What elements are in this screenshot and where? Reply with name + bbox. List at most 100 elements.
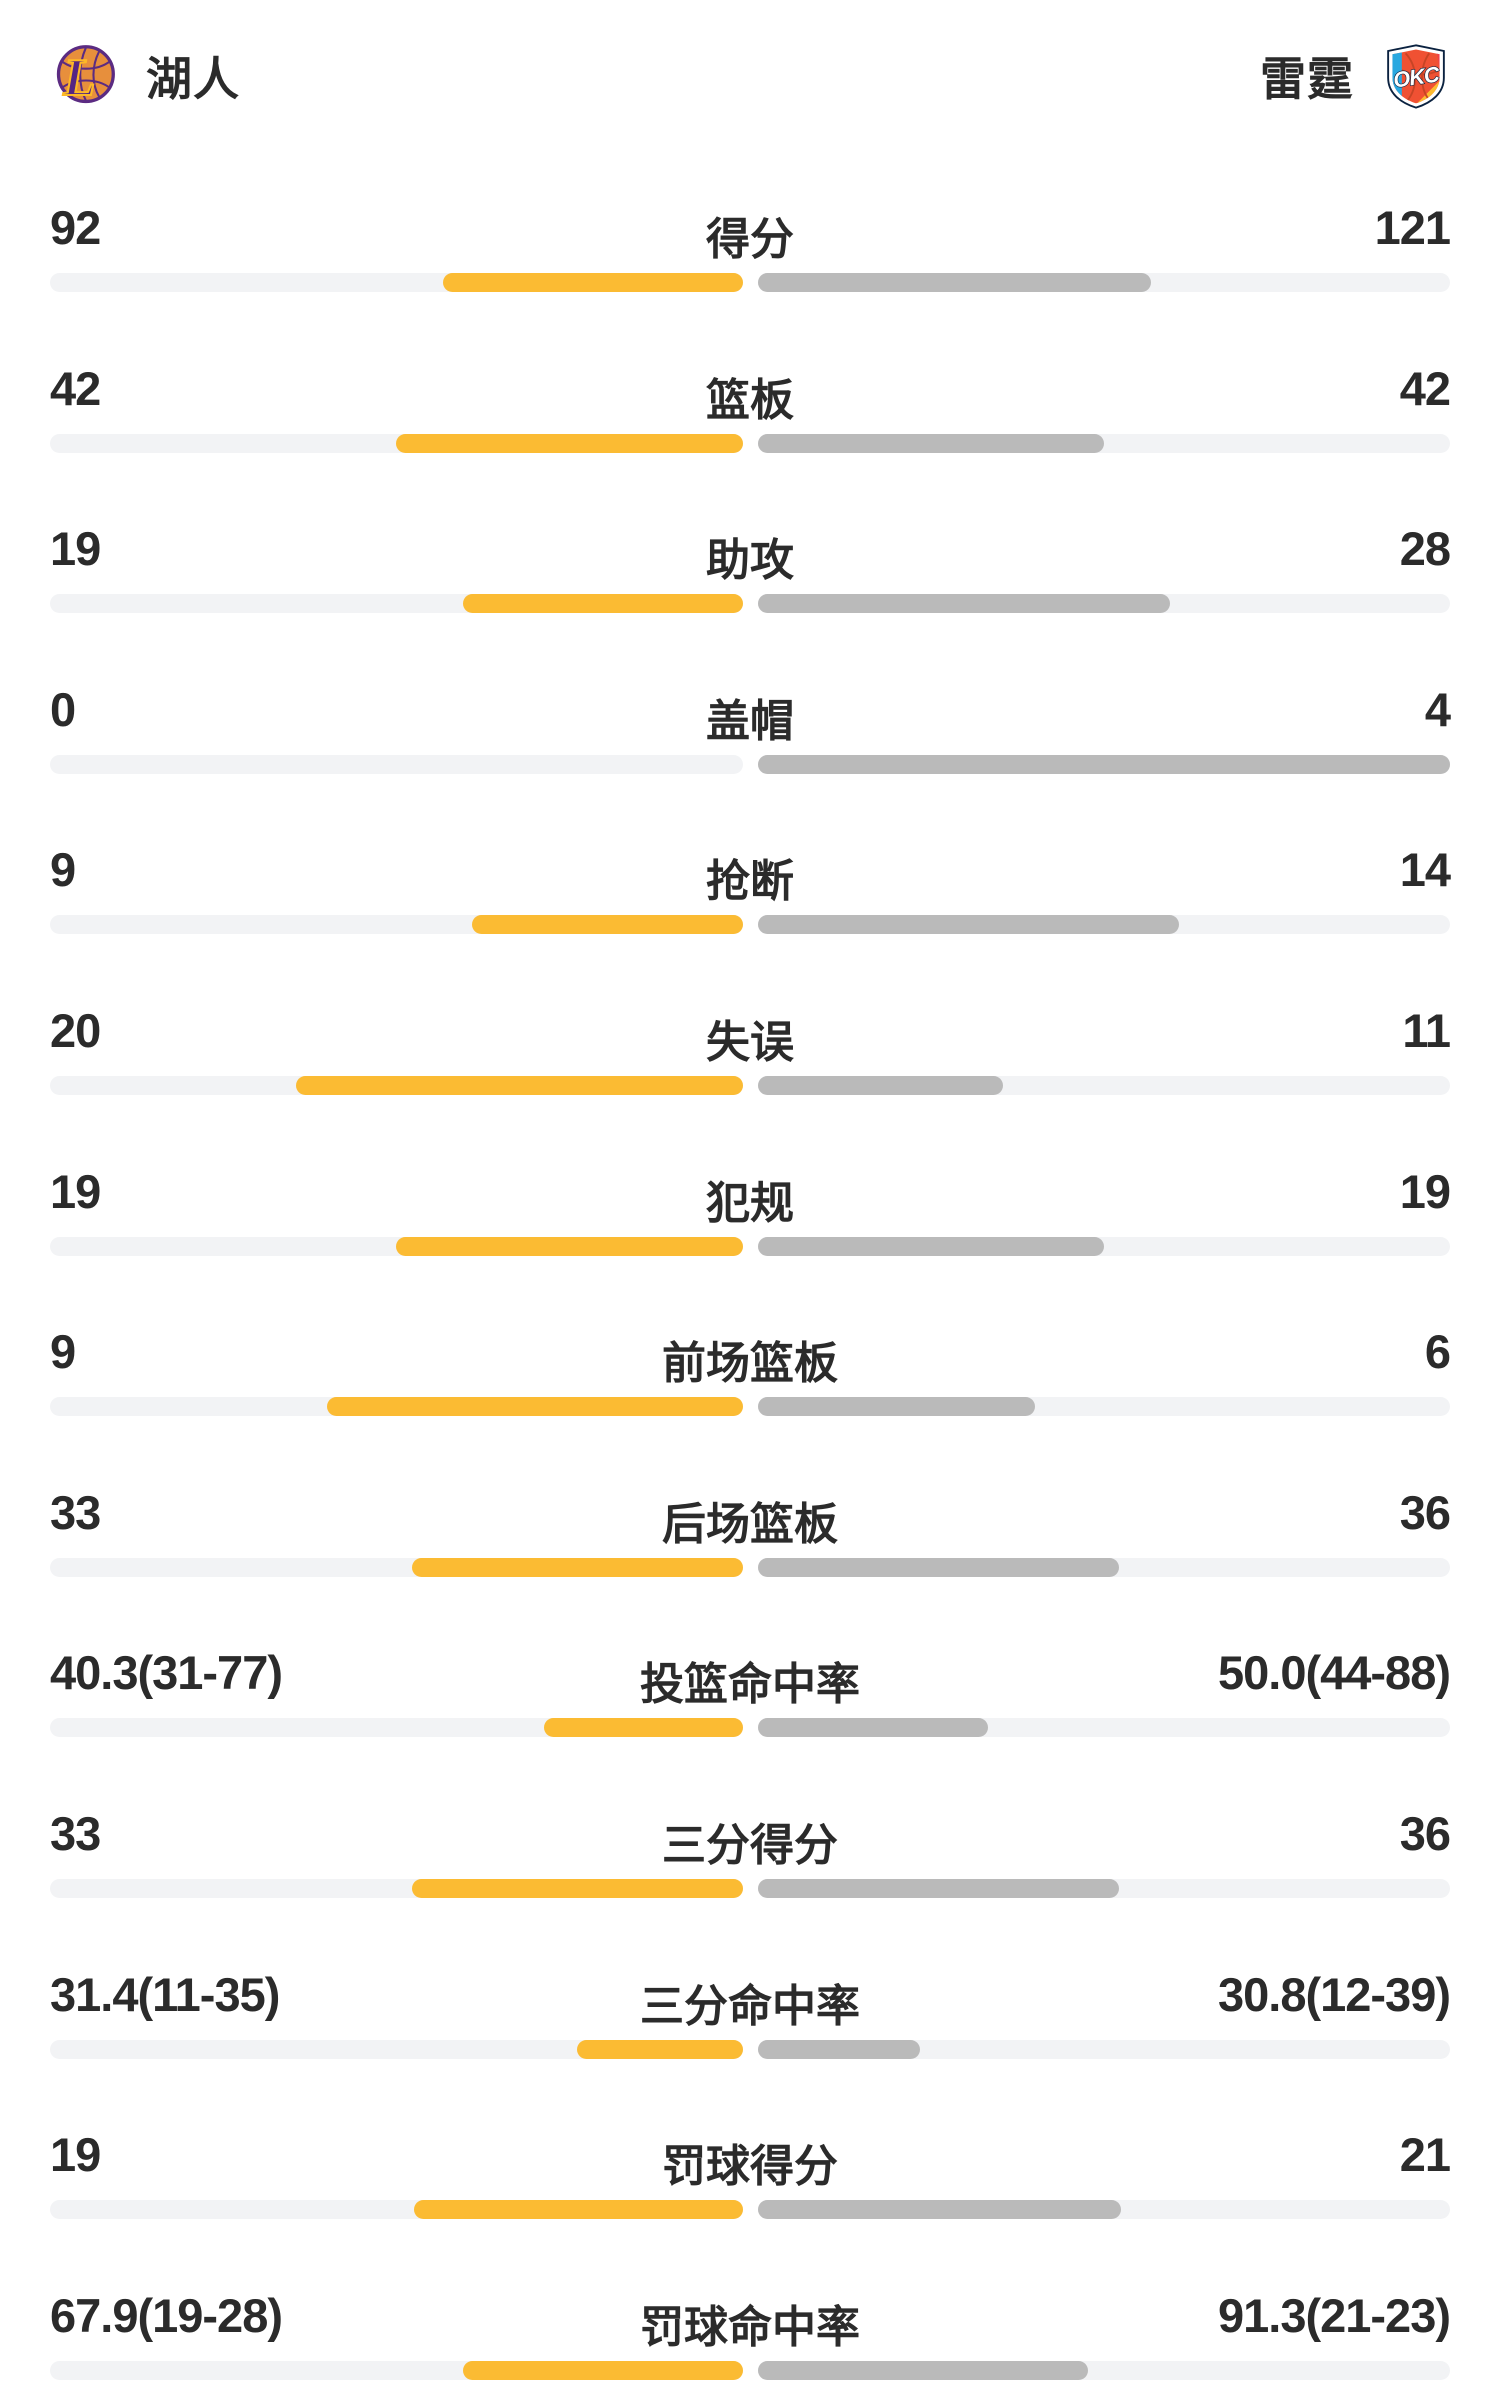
stat-label: 前场篮板 (662, 1339, 838, 1389)
stat-label: 犯规 (706, 1178, 794, 1228)
away-bar-fill (757, 2360, 1088, 2380)
home-bar-track (50, 1397, 743, 1417)
home-team-name: 湖人 (146, 53, 240, 105)
stat-label: 罚球得分 (662, 2142, 838, 2192)
stat-values: 33 后场篮板 36 (50, 1485, 1451, 1549)
away-bar-fill (757, 1075, 1004, 1095)
stats-list: 92 得分 121 42 篮板 42 (50, 200, 1451, 2400)
stat-row: 19 犯规 19 (50, 1164, 1451, 1325)
stat-row: 31.4(11-35) 三分命中率 30.8(12-39) (50, 1967, 1451, 2128)
stat-row: 92 得分 121 (50, 200, 1451, 361)
stat-row: 0 盖帽 4 (50, 682, 1451, 843)
home-bar-track (50, 1075, 743, 1095)
away-bar-track (757, 1397, 1450, 1417)
stat-row: 20 失误 11 (50, 1003, 1451, 1164)
stat-values: 19 犯规 19 (50, 1164, 1451, 1228)
stat-values: 19 罚球得分 21 (50, 2127, 1451, 2191)
stat-label: 罚球命中率 (640, 2302, 860, 2352)
away-bar-track (757, 433, 1450, 453)
stat-label: 三分命中率 (640, 1981, 860, 2031)
stat-label: 抢断 (706, 857, 794, 907)
stat-row: 9 前场篮板 6 (50, 1324, 1451, 1485)
away-value: 14 (1399, 843, 1451, 897)
stat-values: 31.4(11-35) 三分命中率 30.8(12-39) (50, 1967, 1451, 2031)
stat-bar (50, 433, 1450, 453)
away-bar-track (757, 2360, 1450, 2380)
home-value: 33 (50, 1485, 101, 1539)
home-value: 40.3(31-77) (50, 1646, 283, 1700)
home-bar-fill (462, 594, 743, 614)
away-value: 91.3(21-23) (1218, 2288, 1451, 2342)
away-bar-fill (757, 1878, 1119, 1898)
away-bar-track (757, 2200, 1450, 2220)
away-bar-track (757, 1075, 1450, 1095)
stat-bar (50, 273, 1450, 292)
away-bar-fill (757, 1397, 1035, 1417)
away-value: 36 (1399, 1485, 1451, 1539)
stat-row: 67.9(19-28) 罚球命中率 91.3(21-23) (50, 2288, 1451, 2400)
stat-row: 33 后场篮板 36 (50, 1485, 1451, 1646)
stat-bar (50, 754, 1450, 774)
away-team[interactable]: 雷霆 OKC (1260, 40, 1450, 112)
home-value: 31.4(11-35) (50, 1967, 280, 2021)
home-bar-track (50, 754, 743, 774)
stat-bar (50, 1557, 1450, 1577)
home-bar-fill (462, 2360, 743, 2380)
stat-values: 40.3(31-77) 投篮命中率 50.0(44-88) (50, 1645, 1451, 1709)
away-bar-fill (757, 594, 1171, 614)
home-value: 67.9(19-28) (50, 2288, 283, 2342)
away-value: 36 (1399, 1806, 1451, 1860)
home-value: 9 (50, 843, 76, 897)
home-value: 9 (50, 1325, 76, 1379)
stat-values: 67.9(19-28) 罚球命中率 91.3(21-23) (50, 2288, 1451, 2352)
home-value: 42 (50, 361, 101, 415)
away-bar-track (757, 754, 1450, 774)
home-value: 92 (50, 201, 101, 254)
stat-row: 42 篮板 42 (50, 361, 1451, 522)
away-bar-fill (757, 754, 1450, 774)
away-value: 121 (1374, 201, 1451, 254)
stat-label: 助攻 (706, 536, 794, 586)
home-value: 19 (50, 522, 101, 576)
stat-bar (50, 1397, 1450, 1417)
away-bar-track (757, 2039, 1450, 2059)
home-bar-track (50, 915, 743, 935)
home-bar-fill (396, 433, 743, 453)
away-bar-track (757, 1878, 1450, 1898)
home-team[interactable]: L 湖人 (50, 40, 240, 112)
away-bar-track (757, 594, 1450, 614)
away-bar-track (757, 1718, 1450, 1738)
away-value: 50.0(44-88) (1218, 1646, 1451, 1700)
lakers-logo-icon: L (56, 45, 115, 108)
stat-bar (50, 2200, 1450, 2220)
home-bar-track (50, 2039, 743, 2059)
home-bar-fill (411, 1878, 743, 1898)
home-bar-fill (396, 1236, 743, 1256)
home-value: 20 (50, 1003, 101, 1057)
away-bar-fill (757, 915, 1180, 935)
stat-label: 三分得分 (662, 1820, 838, 1870)
stat-values: 9 抢断 14 (50, 842, 1451, 906)
home-bar-track (50, 433, 743, 453)
away-value: 30.8(12-39) (1218, 1967, 1451, 2021)
away-value: 21 (1399, 2128, 1451, 2182)
stat-row: 33 三分得分 36 (50, 1806, 1451, 1967)
stat-values: 92 得分 121 (50, 200, 1451, 264)
home-bar-fill (471, 915, 743, 935)
home-bar-track (50, 1236, 743, 1256)
away-bar-track (757, 273, 1450, 292)
stat-row: 19 罚球得分 21 (50, 2127, 1451, 2288)
home-bar-track (50, 2200, 743, 2220)
stat-label: 失误 (706, 1017, 794, 1067)
home-bar-track (50, 1557, 743, 1577)
home-bar-fill (413, 2200, 743, 2220)
home-bar-track (50, 273, 743, 292)
stat-values: 33 三分得分 36 (50, 1806, 1451, 1870)
stat-values: 19 助攻 28 (50, 521, 1451, 585)
away-team-name: 雷霆 (1260, 53, 1354, 105)
away-bar-track (757, 915, 1450, 935)
okc-thunder-logo-icon: OKC (1387, 44, 1445, 109)
stat-row: 9 抢断 14 (50, 842, 1451, 1003)
away-bar-track (757, 1236, 1450, 1256)
